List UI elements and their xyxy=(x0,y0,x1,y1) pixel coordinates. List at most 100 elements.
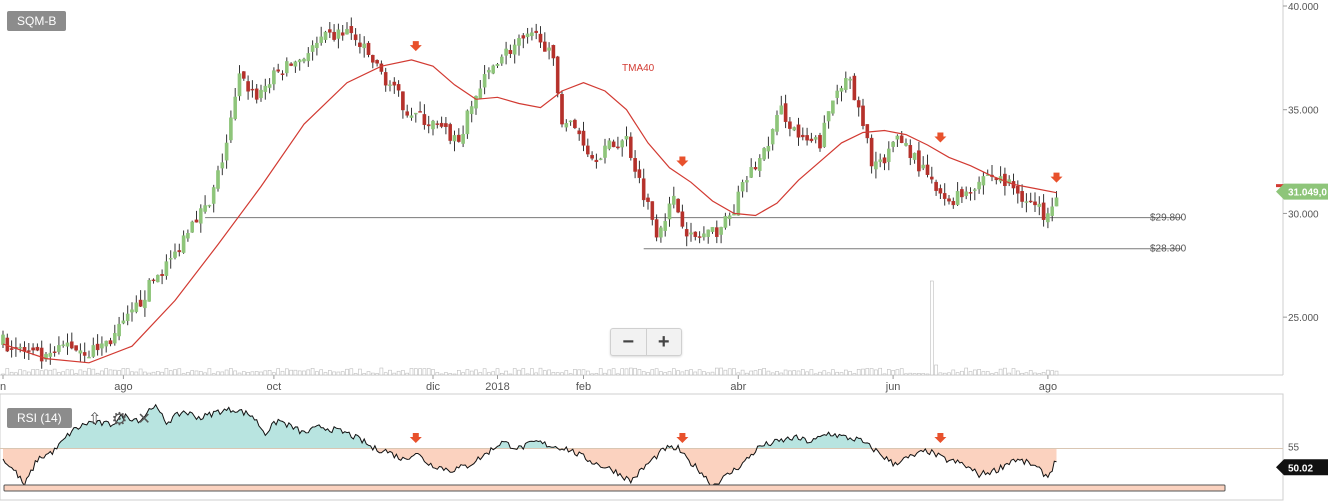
volume-bar xyxy=(934,364,938,376)
volume-bar xyxy=(164,368,169,376)
candle-body xyxy=(633,158,637,172)
zoom-in-button[interactable]: + xyxy=(645,329,682,355)
candle-body xyxy=(207,204,212,207)
volume-bar xyxy=(39,370,44,376)
candle-body xyxy=(710,226,715,232)
volume-bar xyxy=(499,372,504,376)
volume-bar xyxy=(938,372,943,376)
gear-icon[interactable]: ⚙ xyxy=(111,408,128,429)
volume-bar xyxy=(542,370,547,376)
volume-bar xyxy=(57,372,61,376)
volume-bar xyxy=(985,371,990,376)
candle-body xyxy=(977,181,981,190)
candle-body xyxy=(216,170,220,189)
volume-bar xyxy=(18,369,23,376)
candle-body xyxy=(521,35,526,39)
candle-body xyxy=(203,205,207,212)
volume-bar xyxy=(35,369,40,376)
volume-bar xyxy=(590,373,594,376)
candle-body xyxy=(74,345,78,351)
volume-bar xyxy=(852,373,857,376)
candle-body xyxy=(723,216,728,228)
candle-body xyxy=(151,279,156,282)
sell-signal-arrow xyxy=(409,41,422,52)
volume-bar xyxy=(719,367,723,376)
volume-bar xyxy=(504,370,508,376)
volume-bar xyxy=(822,370,827,376)
volume-bar xyxy=(624,368,629,376)
candle-body xyxy=(680,211,685,227)
candle-body xyxy=(371,54,375,63)
volume-bar xyxy=(998,368,1003,376)
volume-bar xyxy=(70,369,74,376)
volume-bar xyxy=(972,369,977,376)
candle-body xyxy=(551,45,556,59)
rsi-tag[interactable]: RSI (14) xyxy=(7,408,72,428)
volume-bar xyxy=(375,373,379,376)
candle-body xyxy=(104,340,108,347)
candle-body xyxy=(1024,201,1029,203)
volume-bar xyxy=(181,373,186,376)
volume-bar xyxy=(87,368,91,376)
candle-body xyxy=(650,201,655,220)
volume-bar xyxy=(551,372,556,376)
candle-body xyxy=(319,36,324,43)
candle-body xyxy=(241,71,246,79)
volume-bar xyxy=(882,373,887,376)
candle-body xyxy=(968,192,973,194)
rsi-fill-above xyxy=(3,404,1057,449)
candle-body xyxy=(882,157,887,164)
candle-body xyxy=(491,65,496,74)
candle-body xyxy=(478,88,483,99)
volume-bar xyxy=(1,373,5,376)
candle-body xyxy=(336,29,341,39)
candle-body xyxy=(125,313,130,321)
volume-bar xyxy=(955,372,960,376)
candle-body xyxy=(766,145,771,152)
volume-bar xyxy=(753,370,758,376)
up-arrow-icon[interactable]: ⇧ xyxy=(88,411,102,428)
volume-bar xyxy=(637,369,642,376)
sell-signal-arrow xyxy=(1050,172,1063,183)
volume-bar xyxy=(517,369,521,376)
candle-body xyxy=(18,346,23,349)
candle-body xyxy=(272,70,276,85)
candle-body xyxy=(835,90,839,98)
candle-body xyxy=(9,348,14,350)
candle-body xyxy=(908,145,913,159)
candle-body xyxy=(715,227,719,237)
y-tick-label: 35.000 xyxy=(1288,106,1319,117)
volume-bar xyxy=(207,368,212,376)
candle-body xyxy=(620,140,624,148)
volume-bar xyxy=(220,371,225,376)
close-icon[interactable]: ✕ xyxy=(137,411,151,428)
volume-bar xyxy=(383,372,388,376)
volume-bar xyxy=(91,368,96,376)
volume-bar xyxy=(95,372,100,376)
candle-body xyxy=(736,191,741,216)
volume-bar xyxy=(418,368,422,376)
volume-bar xyxy=(186,372,190,376)
zoom-out-button[interactable]: − xyxy=(622,331,635,353)
volume-bar xyxy=(173,369,177,376)
candle-body xyxy=(358,42,362,47)
candle-body xyxy=(418,111,422,113)
volume-bar xyxy=(259,371,263,376)
candle-body xyxy=(667,203,672,220)
volume-bar xyxy=(912,373,917,376)
candle-body xyxy=(586,145,590,155)
volume-bar xyxy=(469,370,474,376)
symbol-tag[interactable]: SQM-B xyxy=(7,11,67,31)
volume-bar xyxy=(676,370,680,376)
volume-bar xyxy=(319,369,324,376)
rsi-frame xyxy=(0,393,1284,501)
candle-body xyxy=(1041,202,1046,220)
volume-bar xyxy=(315,371,319,376)
candle-body xyxy=(684,229,689,237)
volume-bar xyxy=(594,373,599,376)
volume-bar xyxy=(336,371,341,376)
candle-body xyxy=(659,227,663,238)
volume-bar xyxy=(568,373,573,376)
volume-bar xyxy=(598,368,603,376)
